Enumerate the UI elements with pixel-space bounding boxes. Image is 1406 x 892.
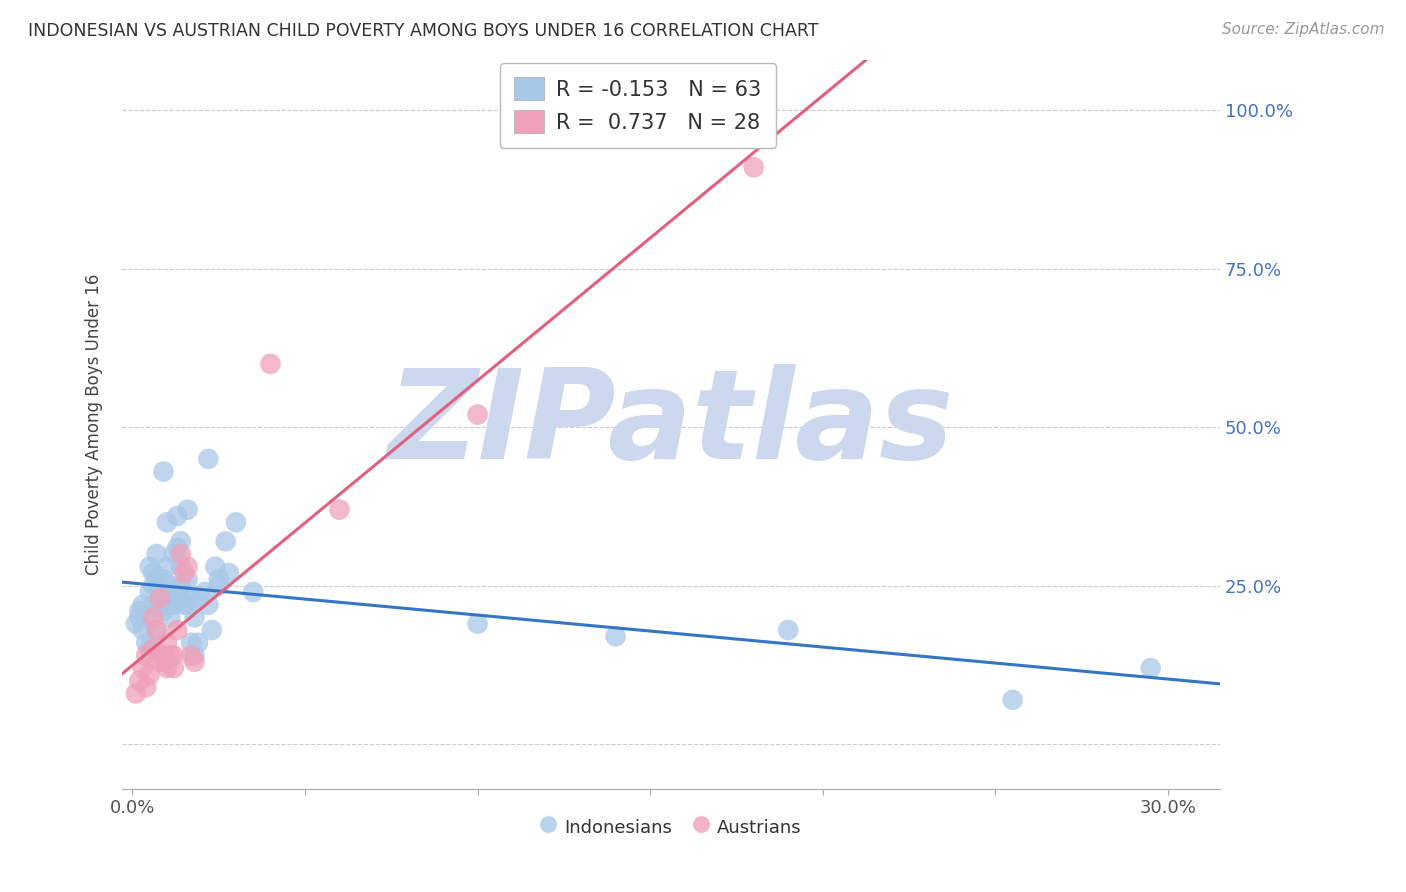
Point [142, 579, 165, 593]
Point [208, 573, 231, 587]
Point [156, 591, 179, 606]
Point [225, 516, 247, 530]
Point [166, 623, 188, 637]
Point [176, 502, 198, 516]
Point [145, 547, 167, 561]
Point [156, 516, 179, 530]
Point [778, 623, 800, 637]
Point [166, 541, 188, 555]
Point [166, 508, 188, 523]
Point [156, 559, 179, 574]
Point [170, 534, 193, 549]
Point [152, 604, 174, 618]
Point [180, 591, 202, 606]
Point [159, 598, 181, 612]
Point [138, 642, 160, 657]
Point [176, 598, 198, 612]
Point [173, 566, 195, 580]
Point [125, 616, 148, 631]
Point [163, 661, 186, 675]
Point [159, 579, 181, 593]
Point [132, 661, 155, 675]
Point [142, 642, 165, 657]
Point [128, 610, 150, 624]
Point [152, 465, 174, 479]
Point [138, 585, 160, 599]
Point [138, 559, 160, 574]
Point [142, 566, 165, 580]
Point [163, 598, 186, 612]
Text: INDONESIAN VS AUSTRIAN CHILD POVERTY AMONG BOYS UNDER 16 CORRELATION CHART: INDONESIAN VS AUSTRIAN CHILD POVERTY AMO… [28, 22, 818, 40]
Point [132, 623, 155, 637]
Point [173, 598, 195, 612]
Point [1139, 661, 1161, 675]
Point [328, 502, 350, 516]
Point [180, 648, 202, 663]
Point [149, 591, 172, 606]
Point [467, 408, 489, 422]
Point [176, 559, 198, 574]
Point [208, 579, 231, 593]
Point [166, 591, 188, 606]
Point [197, 598, 219, 612]
Point [142, 598, 165, 612]
Point [156, 661, 179, 675]
Point [467, 616, 489, 631]
Point [201, 623, 224, 637]
Point [1001, 693, 1024, 707]
Point [152, 655, 174, 669]
Point [173, 585, 195, 599]
Point [142, 610, 165, 624]
Point [170, 559, 193, 574]
Point [125, 686, 148, 700]
Point [194, 585, 217, 599]
Point [176, 573, 198, 587]
Point [170, 579, 193, 593]
Point [135, 648, 157, 663]
Point [145, 573, 167, 587]
Point [170, 547, 193, 561]
Point [204, 559, 226, 574]
Point [135, 680, 157, 694]
Point [156, 636, 179, 650]
Point [152, 573, 174, 587]
Legend: Indonesians, Austrians: Indonesians, Austrians [533, 809, 808, 845]
Point [242, 585, 264, 599]
Point [135, 636, 157, 650]
Text: Source: ZipAtlas.com: Source: ZipAtlas.com [1222, 22, 1385, 37]
Point [145, 623, 167, 637]
Point [163, 585, 186, 599]
Point [138, 667, 160, 681]
Point [218, 566, 240, 580]
Point [159, 610, 181, 624]
Point [180, 636, 202, 650]
Point [605, 629, 627, 643]
Point [183, 610, 205, 624]
Point [145, 623, 167, 637]
Y-axis label: Child Poverty Among Boys Under 16: Child Poverty Among Boys Under 16 [86, 273, 103, 574]
Point [128, 673, 150, 688]
Point [214, 534, 236, 549]
Point [149, 598, 172, 612]
Point [152, 648, 174, 663]
Point [259, 357, 281, 371]
Point [190, 591, 212, 606]
Point [183, 655, 205, 669]
Point [132, 598, 155, 612]
Point [187, 636, 209, 650]
Point [128, 604, 150, 618]
Point [163, 547, 186, 561]
Point [742, 161, 765, 175]
Point [159, 648, 181, 663]
Point [197, 451, 219, 466]
Point [149, 655, 172, 669]
Point [135, 610, 157, 624]
Point [149, 585, 172, 599]
Text: ZIPatlas: ZIPatlas [388, 364, 955, 484]
Point [183, 648, 205, 663]
Point [163, 648, 186, 663]
